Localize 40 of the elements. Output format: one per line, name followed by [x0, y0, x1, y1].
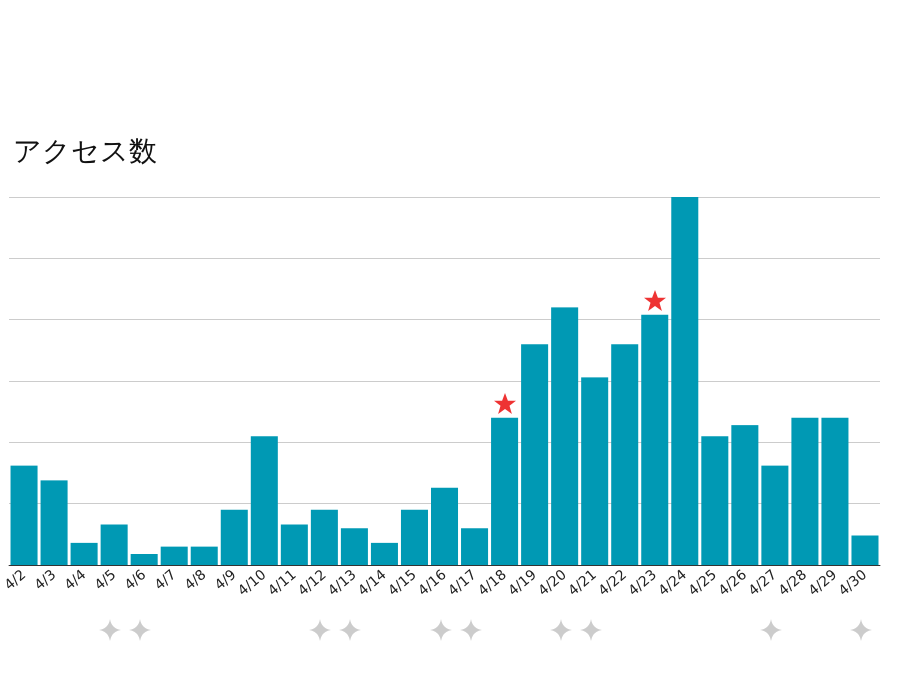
bar [761, 466, 788, 565]
bar [791, 418, 818, 565]
x-tick-label: 4/4 [62, 566, 90, 594]
bar [100, 524, 128, 565]
x-tick-label: 4/3 [32, 566, 60, 594]
x-tick-label: 4/7 [152, 566, 180, 594]
bar [821, 418, 848, 565]
bar [461, 528, 488, 565]
bar [851, 536, 878, 565]
x-tick-label: 4/21 [565, 566, 600, 600]
bar [310, 510, 338, 565]
bar [521, 344, 548, 565]
bar [731, 425, 758, 565]
bar [70, 542, 98, 565]
bar [10, 466, 38, 565]
x-tick-label: 4/2 [2, 566, 30, 594]
bar [160, 546, 188, 565]
bar [130, 554, 158, 565]
bar [611, 344, 638, 565]
x-tick-label: 4/6 [122, 566, 150, 594]
bar [370, 542, 398, 565]
x-tick-label: 4/5 [92, 566, 120, 594]
bar [340, 528, 368, 565]
bar [40, 480, 68, 565]
x-tick-label: 4/9 [212, 566, 240, 594]
bar [581, 377, 608, 565]
bar [641, 314, 668, 565]
x-tick-label: 4/11 [265, 566, 300, 600]
bar [551, 307, 578, 565]
bar [430, 488, 458, 565]
bar [280, 524, 308, 565]
bar [701, 436, 728, 565]
bar [190, 546, 218, 565]
bar [400, 510, 428, 565]
bar [491, 418, 518, 565]
x-tick-label: 4/8 [182, 566, 210, 594]
bar [220, 510, 248, 565]
bar [671, 197, 698, 565]
chart-title: アクセス数 [13, 134, 157, 168]
bar [250, 436, 278, 565]
